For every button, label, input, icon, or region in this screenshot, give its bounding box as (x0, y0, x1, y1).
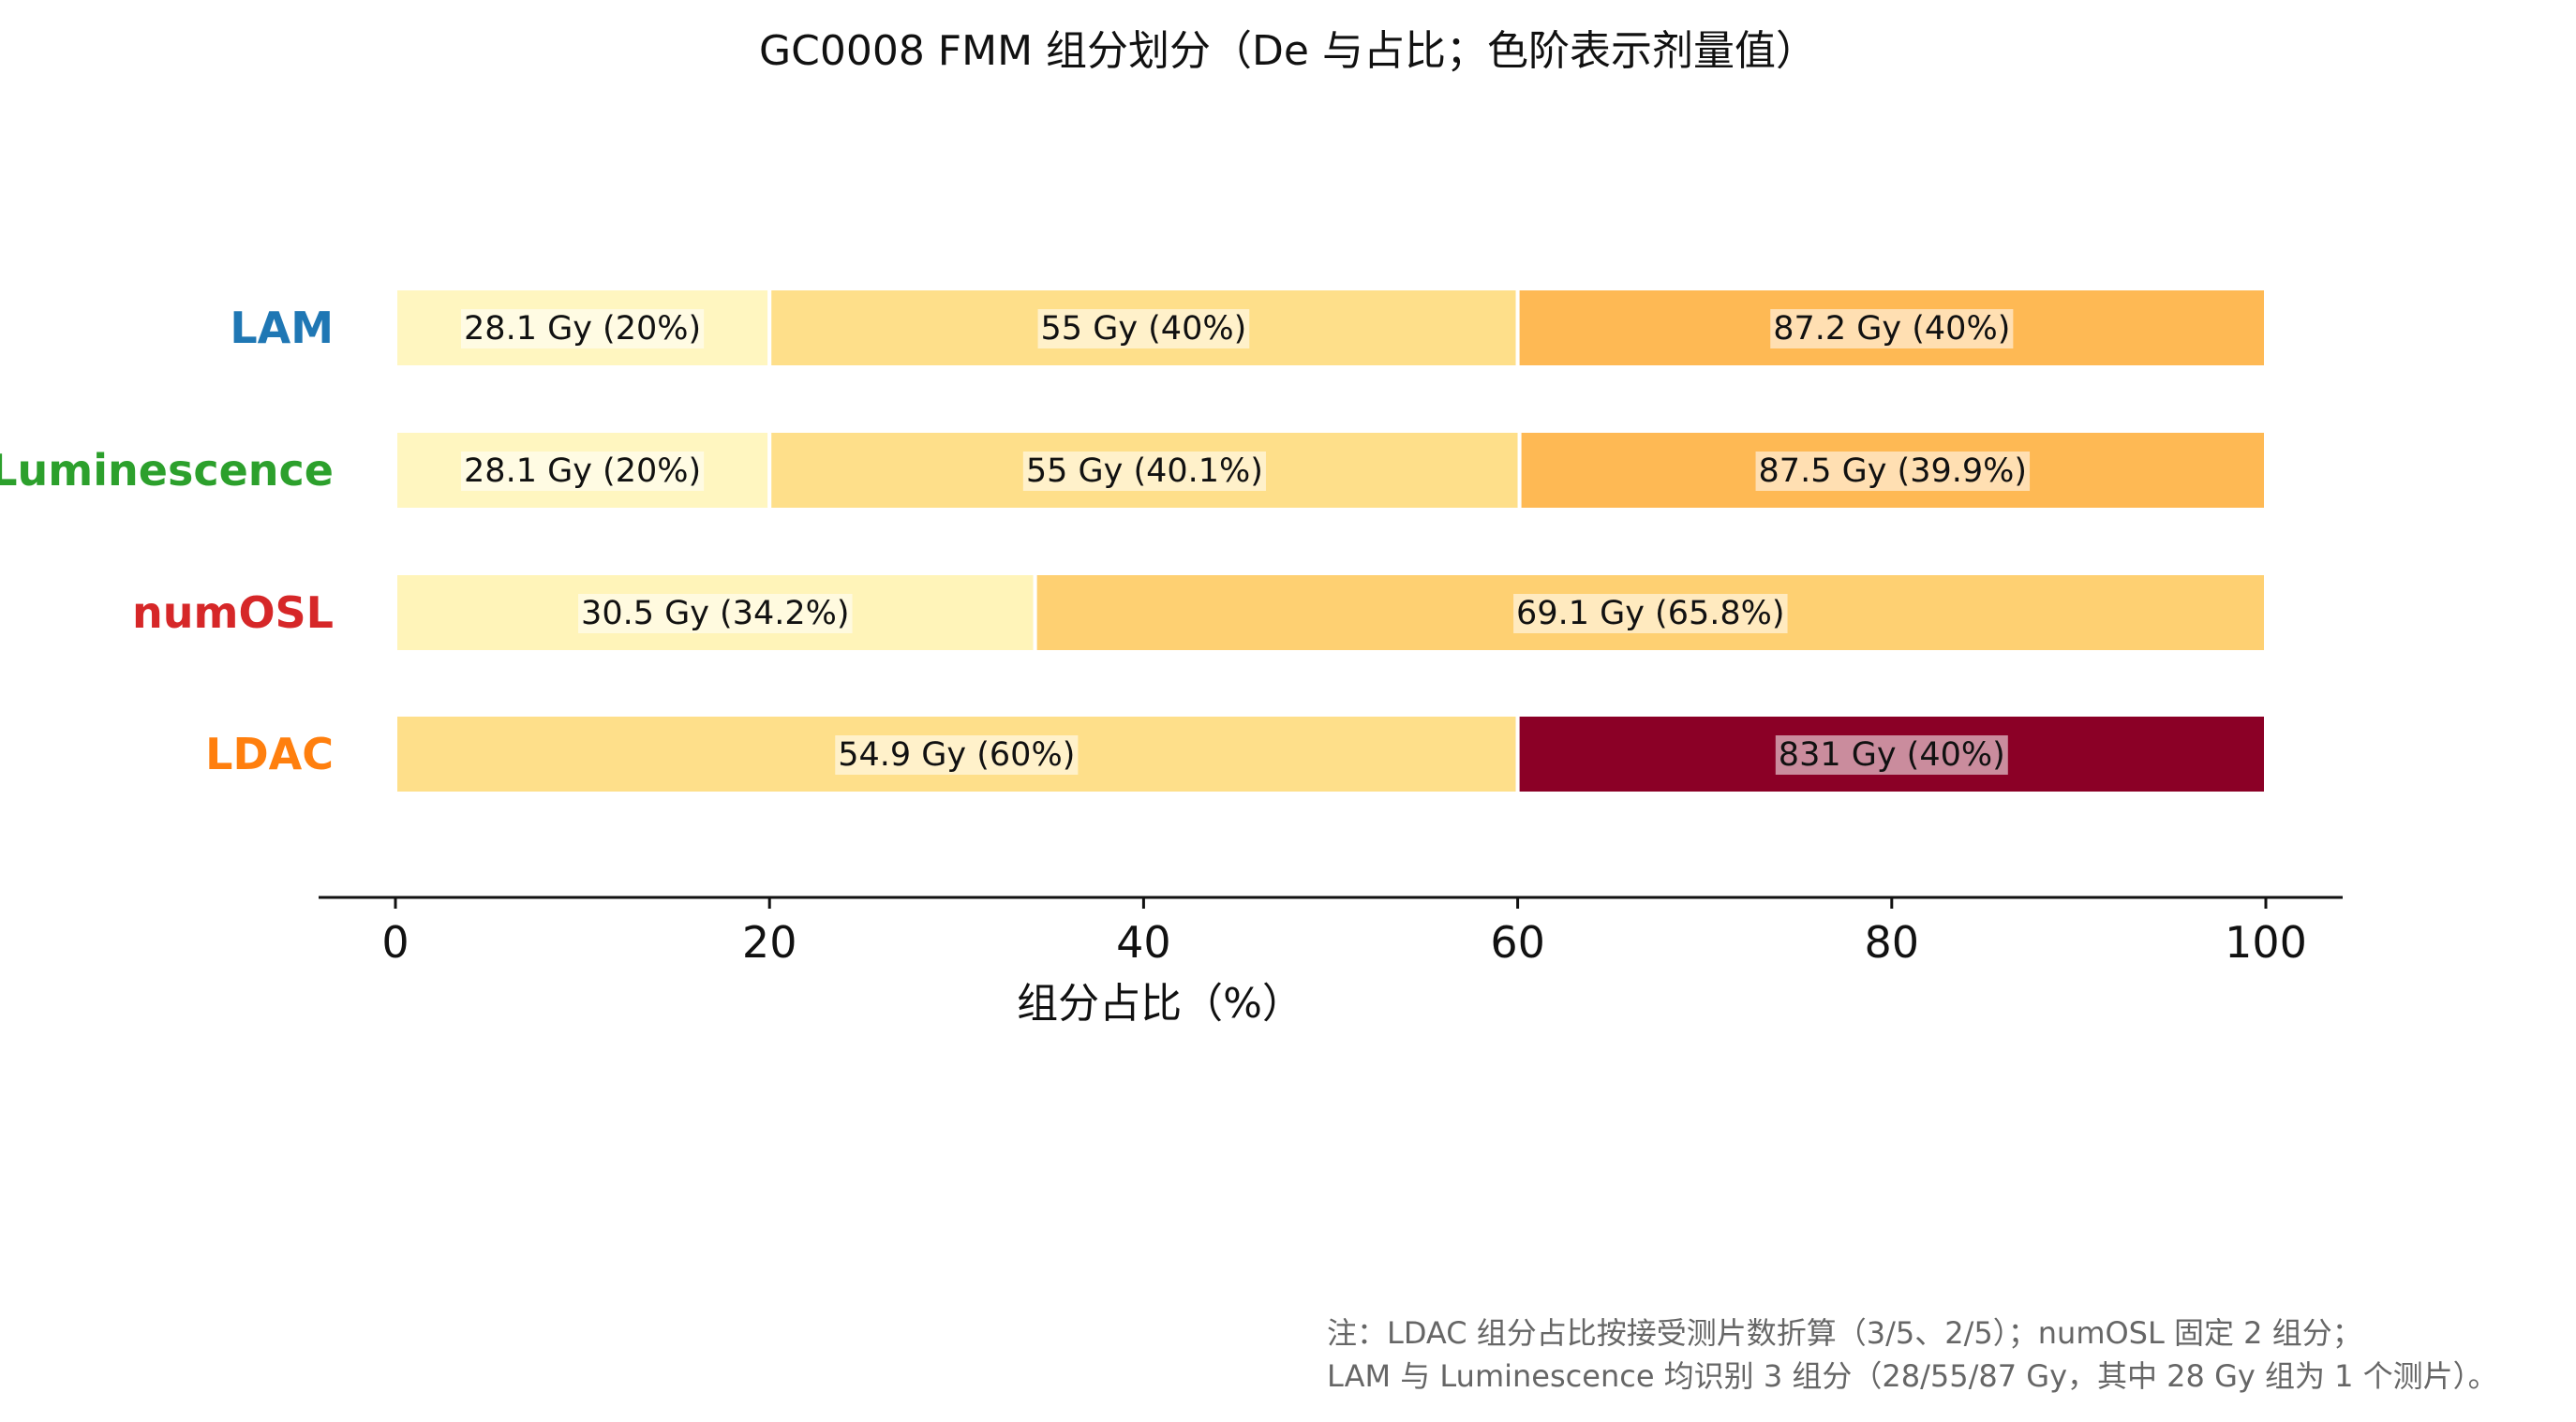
segment-label-bg (578, 594, 853, 633)
segment-label-luminescence-1: 28.1 Gy (20%) (461, 452, 705, 491)
segment-label-luminescence-3: 87.5 Gy (39.9%) (1755, 452, 2031, 491)
segment-label-numosl-2: 69.1 Gy (65.8%) (1513, 594, 1788, 633)
segment-label-bg (1022, 452, 1266, 491)
bar-segment-lam-3 (1515, 287, 2268, 369)
segment-label-bg (461, 452, 705, 491)
segment-label-bg (1037, 309, 1250, 348)
segment-label-luminescence-2: 55 Gy (40.1%) (1022, 452, 1266, 491)
segment-label-text: 69.1 Gy (65.8%) (1516, 595, 1785, 632)
segment-label-lam-3: 87.2 Gy (40%) (1770, 309, 2014, 348)
segment-label-text: 831 Gy (40%) (1779, 736, 2005, 774)
segment-label-text: 55 Gy (40%) (1041, 310, 1247, 348)
x-tick-label-0: 0 (381, 917, 409, 968)
segment-label-text: 28.1 Gy (20%) (464, 310, 701, 348)
category-label-luminescence: Luminescence (0, 445, 334, 496)
footnote: 注：LDAC 组分占比按接受测片数折算（3/5、2/5）；numOSL 固定 2… (1327, 1311, 2564, 1398)
footnote-line-1: 注：LDAC 组分占比按接受测片数折算（3/5、2/5）；numOSL 固定 2… (1327, 1315, 2362, 1351)
segment-label-bg (1770, 309, 2014, 348)
x-axis-label: 组分占比（%） (1017, 980, 1303, 1028)
segment-label-text: 55 Gy (40.1%) (1026, 452, 1263, 490)
bar-segment-ldac-2 (1515, 713, 2268, 795)
x-tick-label-100: 100 (2225, 917, 2307, 968)
chart-title: GC0008 FMM 组分划分（De 与占比；色阶表示剂量值） (759, 27, 1817, 75)
segment-label-numosl-1: 30.5 Gy (34.2%) (578, 594, 853, 633)
segment-label-ldac-1: 54.9 Gy (60%) (835, 735, 1079, 775)
category-label-lam: LAM (230, 303, 334, 353)
x-tick-label-20: 20 (742, 917, 797, 968)
bar-area: 28.1 Gy (20%) 55 Gy (40%) 87.2 Gy (40%) 28.… (394, 287, 2268, 795)
category-labels: LAM Luminescence numOSL LDAC (0, 303, 334, 779)
segment-label-text: 87.2 Gy (40%) (1773, 310, 2010, 348)
x-tick-label-80: 80 (1865, 917, 1920, 968)
segment-label-text: 30.5 Gy (34.2%) (581, 595, 850, 632)
segment-label-bg (835, 735, 1079, 775)
segment-label-text: 87.5 Gy (39.9%) (1759, 452, 2028, 490)
x-tick-label-60: 60 (1490, 917, 1545, 968)
category-label-numosl: numOSL (132, 587, 334, 638)
segment-label-text: 54.9 Gy (60%) (838, 736, 1075, 774)
segment-label-bg (1775, 735, 2008, 775)
segment-label-ldac-2: 831 Gy (40%) (1775, 735, 2008, 775)
x-axis: 0 20 40 60 80 100 (319, 896, 2343, 968)
segment-label-lam-2: 55 Gy (40%) (1037, 309, 1250, 348)
segment-label-bg (461, 309, 705, 348)
category-label-ldac: LDAC (205, 729, 334, 779)
segment-label-bg (1513, 594, 1788, 633)
segment-label-text: 28.1 Gy (20%) (464, 452, 701, 490)
segment-label-lam-1: 28.1 Gy (20%) (461, 309, 705, 348)
segment-label-bg (1755, 452, 2031, 491)
footnote-line-2: LAM 与 Luminescence 均识别 3 组分（28/55/87 Gy，… (1327, 1358, 2498, 1394)
x-tick-label-40: 40 (1116, 917, 1171, 968)
